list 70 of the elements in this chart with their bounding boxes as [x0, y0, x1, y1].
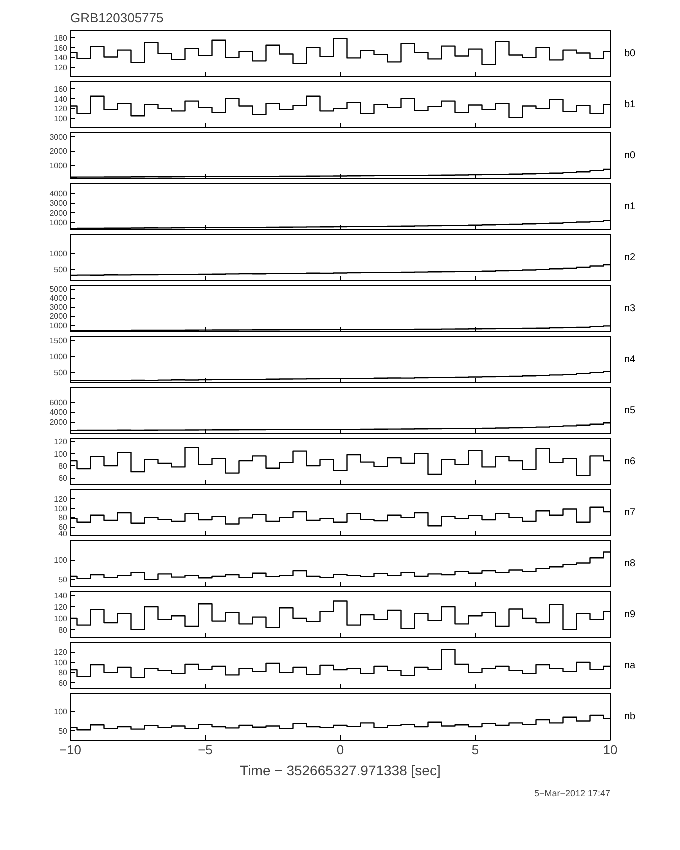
y-tick-label: 2000	[50, 208, 68, 218]
y-tick-label: 100	[54, 556, 68, 566]
y-tick-label: 500	[54, 265, 68, 274]
y-tick-label: 3000	[50, 199, 68, 208]
series-label: n1	[624, 202, 636, 212]
y-tick-label: 120	[54, 648, 68, 658]
y-tick-label: 80	[58, 626, 68, 635]
y-tick-label: 1000	[50, 161, 68, 170]
series-label: n7	[624, 508, 636, 518]
y-tick-label: 3000	[50, 132, 68, 142]
y-tick-label: 5000	[50, 285, 68, 294]
series-label: n0	[624, 150, 636, 162]
y-tick-label: 100	[54, 504, 68, 514]
y-tick-label: 140	[54, 94, 68, 104]
y-tick-label: 4000	[50, 189, 68, 198]
series-label: b0	[624, 48, 636, 60]
y-tick-label: 120	[54, 104, 68, 114]
y-tick-label: 100	[54, 614, 68, 624]
y-tick-label: 1000	[50, 352, 68, 362]
series-label: n4	[624, 354, 636, 366]
y-tick-label: 50	[58, 726, 68, 736]
y-tick-label: 100	[54, 658, 68, 668]
series-label: n5	[624, 406, 636, 416]
y-tick-label: 1000	[50, 250, 68, 259]
y-tick-label: 1000	[50, 321, 68, 330]
y-tick-label: 3000	[50, 303, 68, 312]
x-tick-label: −10	[59, 742, 82, 758]
y-tick-label: 140	[54, 592, 68, 601]
y-tick-label: 160	[54, 84, 68, 94]
text: 5−Mar−2012 17:47	[534, 788, 610, 798]
y-tick-label: 140	[54, 54, 68, 63]
series-label: b1	[624, 100, 636, 110]
y-tick-label: 120	[54, 438, 68, 447]
series-label: n8	[624, 558, 636, 570]
y-tick-label: 80	[58, 668, 68, 678]
series-label: na	[624, 660, 636, 672]
y-tick-label: 6000	[50, 398, 68, 408]
y-tick-label: 50	[58, 576, 68, 585]
series-label: n9	[624, 610, 636, 620]
y-tick-label: 60	[58, 678, 68, 688]
y-tick-label: 160	[54, 44, 68, 53]
y-tick-label: 180	[54, 34, 68, 43]
y-tick-label: 80	[58, 462, 68, 471]
y-tick-label: 500	[54, 368, 68, 378]
y-tick-label: 60	[58, 523, 68, 532]
x-tick-label: 10	[603, 742, 618, 758]
y-tick-label: 4000	[50, 408, 68, 418]
series-label: n2	[624, 252, 636, 264]
y-tick-label: 2000	[50, 147, 68, 156]
x-tick-label: 0	[336, 742, 344, 758]
x-tick-label: −5	[198, 742, 213, 758]
y-tick-label: 1500	[50, 336, 68, 346]
y-tick-label: 100	[54, 450, 68, 459]
series-label: nb	[624, 712, 636, 722]
series-label: n6	[624, 456, 636, 468]
series-label: n3	[624, 304, 636, 314]
y-tick-label: 1000	[50, 218, 68, 228]
y-tick-label: 4000	[50, 294, 68, 304]
y-tick-label: 120	[54, 64, 68, 73]
y-tick-label: 60	[58, 474, 68, 484]
chart-title: GRB120305775	[70, 10, 164, 26]
y-tick-label: 100	[54, 114, 68, 124]
x-tick-label: 5	[472, 742, 480, 758]
y-tick-label: 2000	[50, 418, 68, 428]
y-tick-label: 120	[54, 602, 68, 612]
y-tick-label: 80	[58, 514, 68, 523]
x-axis-title: Time − 352665327.971338 [sec]	[240, 762, 441, 778]
y-tick-label: 100	[54, 708, 68, 717]
y-tick-label: 2000	[50, 312, 68, 322]
y-tick-label: 120	[54, 494, 68, 504]
